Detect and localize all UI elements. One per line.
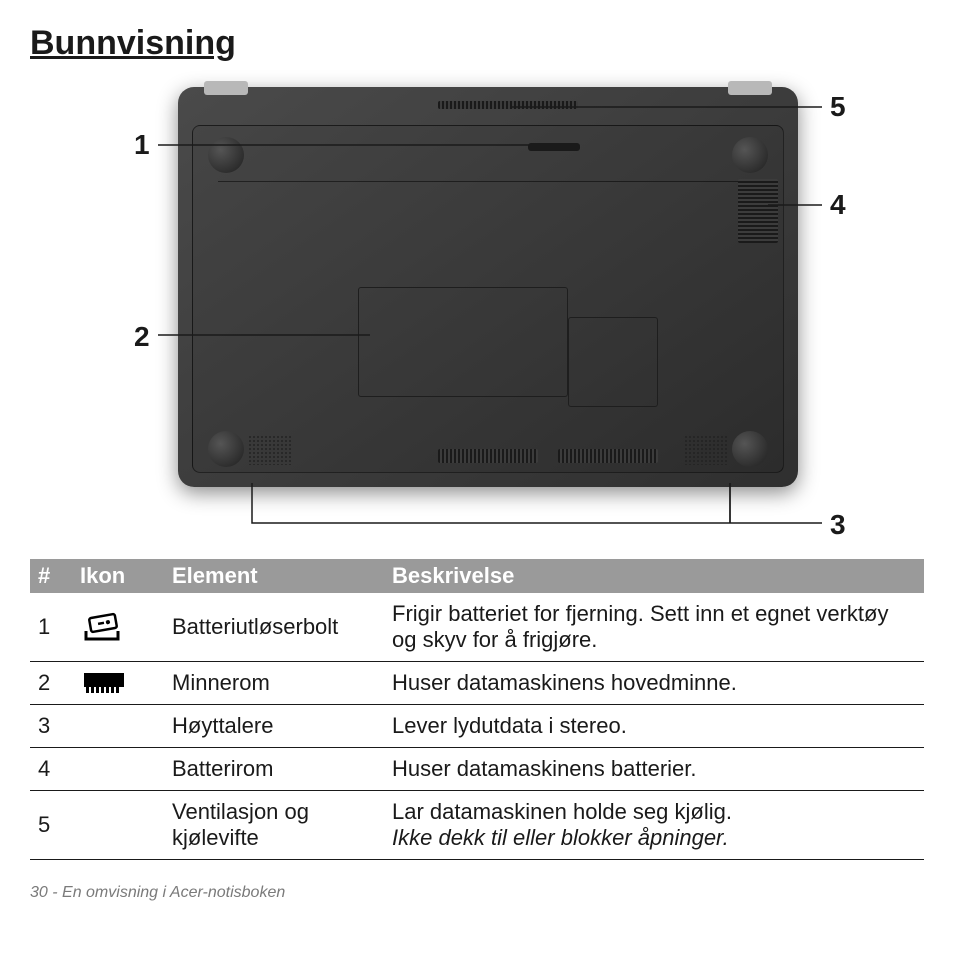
memory-icon [72,662,164,705]
callout-5: 5 [830,91,846,123]
table-row: 1 Batteriutløserbolt Frigir batteriet fo… [30,593,924,662]
page-footer: 30 - En omvisning i Acer-notisboken [30,884,924,902]
page-title: Bunnvisning [30,24,924,63]
table-row: 3 Høyttalere Lever lydutdata i stereo. [30,705,924,748]
table-row: 2 Minnerom Huser datamaskinens hovedminn… [30,662,924,705]
row-icon-empty [72,748,164,791]
table-row: 5 Ventilasjon og kjølevifte Lar datamask… [30,791,924,860]
row-element: Batterirom [164,748,384,791]
diagram: 1 2 5 4 3 [30,77,924,547]
row-desc: Lever lydutdata i stereo. [384,705,924,748]
parts-table: # Ikon Element Beskrivelse 1 Batteriutlø… [30,559,924,860]
row-element: Ventilasjon og kjølevifte [164,791,384,860]
row-desc: Huser datamaskinens batterier. [384,748,924,791]
col-element: Element [164,559,384,593]
col-icon: Ikon [72,559,164,593]
callout-1: 1 [134,129,150,161]
row-desc: Huser datamaskinens hovedminne. [384,662,924,705]
callout-4: 4 [830,189,846,221]
laptop-bottom [178,87,798,487]
row-icon-empty [72,791,164,860]
row-num: 2 [30,662,72,705]
row-element: Høyttalere [164,705,384,748]
row-num: 1 [30,593,72,662]
row-desc: Lar datamaskinen holde seg kjølig. Ikke … [384,791,924,860]
row-num: 3 [30,705,72,748]
callout-3: 3 [830,509,846,541]
col-desc: Beskrivelse [384,559,924,593]
col-num: # [30,559,72,593]
row-icon-empty [72,705,164,748]
row-element: Minnerom [164,662,384,705]
row-num: 5 [30,791,72,860]
table-row: 4 Batterirom Huser datamaskinens batteri… [30,748,924,791]
row-desc: Frigir batteriet for fjerning. Sett inn … [384,593,924,662]
battery-release-icon [72,593,164,662]
row-element: Batteriutløserbolt [164,593,384,662]
callout-2: 2 [134,321,150,353]
row-num: 4 [30,748,72,791]
